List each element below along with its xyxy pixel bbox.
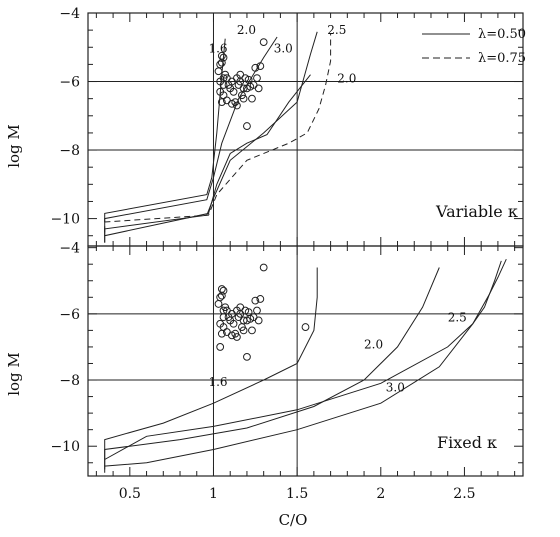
- series-label: 3.0: [386, 381, 405, 395]
- series-line-solid: [104, 258, 507, 473]
- legend: λ=0.50 λ=0.75: [422, 27, 526, 66]
- series-label: 2.5: [327, 23, 346, 37]
- series-label: 3.0: [274, 41, 293, 55]
- data-point: [217, 285, 226, 293]
- x-tick-label: 1: [209, 486, 218, 502]
- data-point: [251, 296, 260, 305]
- data-point: [217, 58, 226, 67]
- series-line-solid: [104, 36, 278, 236]
- series-label: 2.0: [364, 338, 383, 352]
- data-point: [219, 306, 228, 315]
- data-point: [248, 326, 256, 335]
- data-point: [243, 352, 251, 361]
- y-tick-label: −8: [59, 143, 80, 159]
- data-point: [214, 67, 223, 76]
- data-point: [224, 313, 233, 322]
- legend-label-dashed: λ=0.75: [478, 51, 526, 66]
- data-point: [239, 84, 248, 93]
- plot-frame-bottom: [87, 245, 524, 477]
- data-point: [216, 343, 225, 351]
- panel-top-variable-kappa: −4 −6 −8 −10 1.6 2.0 2.5 3.0 2.0: [50, 6, 524, 247]
- data-point: [227, 331, 236, 340]
- series-label: 2.5: [448, 310, 467, 324]
- data-point: [251, 63, 260, 72]
- x-axis-title: C/O: [279, 511, 308, 529]
- data-point: [219, 286, 228, 295]
- y-tick-label: −8: [59, 373, 80, 389]
- series-line-solid: [104, 74, 311, 243]
- data-point: [214, 300, 223, 308]
- series-line-solid: [104, 267, 318, 460]
- y-tick-label: −6: [59, 307, 80, 323]
- series-label: 1.6: [208, 41, 227, 55]
- data-point: [224, 81, 233, 89]
- x-tick-label: 1.5: [286, 486, 308, 502]
- data-point: [229, 319, 238, 328]
- data-point: [259, 38, 268, 47]
- data-point: [256, 295, 265, 303]
- data-point: [239, 326, 248, 335]
- data-point: [253, 74, 261, 83]
- data-point: [256, 62, 265, 71]
- data-point: [227, 99, 236, 108]
- data-point: [239, 316, 248, 325]
- data-point: [233, 333, 241, 341]
- legend-label-solid: λ=0.50: [478, 27, 526, 42]
- data-point: [239, 94, 248, 103]
- data-point: [236, 309, 245, 318]
- series-label: 2.0: [337, 72, 356, 86]
- y-tick-label: −6: [59, 75, 80, 91]
- data-point: [254, 84, 263, 93]
- series-line-solid: [104, 267, 440, 467]
- series-line-solid: [104, 260, 502, 470]
- x-tick-label: 0.5: [119, 486, 141, 502]
- data-point: [216, 293, 225, 302]
- y-axis-title-bottom: log M: [5, 352, 23, 396]
- data-point: [229, 87, 238, 96]
- data-point: [216, 60, 225, 69]
- data-point: [243, 122, 251, 130]
- data-point: [216, 77, 225, 86]
- panel-label-fixed-kappa: Fixed κ: [437, 433, 497, 452]
- data-point: [301, 323, 310, 331]
- data-point: [253, 306, 261, 315]
- y-tick-label: −4: [59, 6, 80, 22]
- x-tick-label: 2: [376, 486, 385, 502]
- data-point: [233, 101, 241, 110]
- panel-label-variable-kappa: Variable κ: [435, 202, 518, 221]
- data-point: [217, 291, 226, 300]
- x-tick-label: 2.5: [453, 486, 475, 502]
- series-label: 1.6: [208, 375, 227, 389]
- panel-bottom-fixed-kappa: −4 −6 −8 −10 0.5 1 1.5 2 2.5 1.6 2.0 2.5 3.0: [50, 241, 524, 502]
- series-label: 2.0: [237, 23, 256, 37]
- series-line-solid: [104, 38, 226, 222]
- data-point: [219, 53, 228, 62]
- y-tick-label: −10: [50, 212, 80, 228]
- y-tick-label: −10: [50, 439, 80, 455]
- data-point: [236, 77, 245, 86]
- data-point: [259, 263, 268, 272]
- series-line-solid: [104, 31, 318, 243]
- y-tick-label: −4: [59, 241, 80, 257]
- data-point: [254, 316, 263, 325]
- y-axis-title-top: log M: [5, 124, 23, 168]
- data-point: [248, 94, 256, 103]
